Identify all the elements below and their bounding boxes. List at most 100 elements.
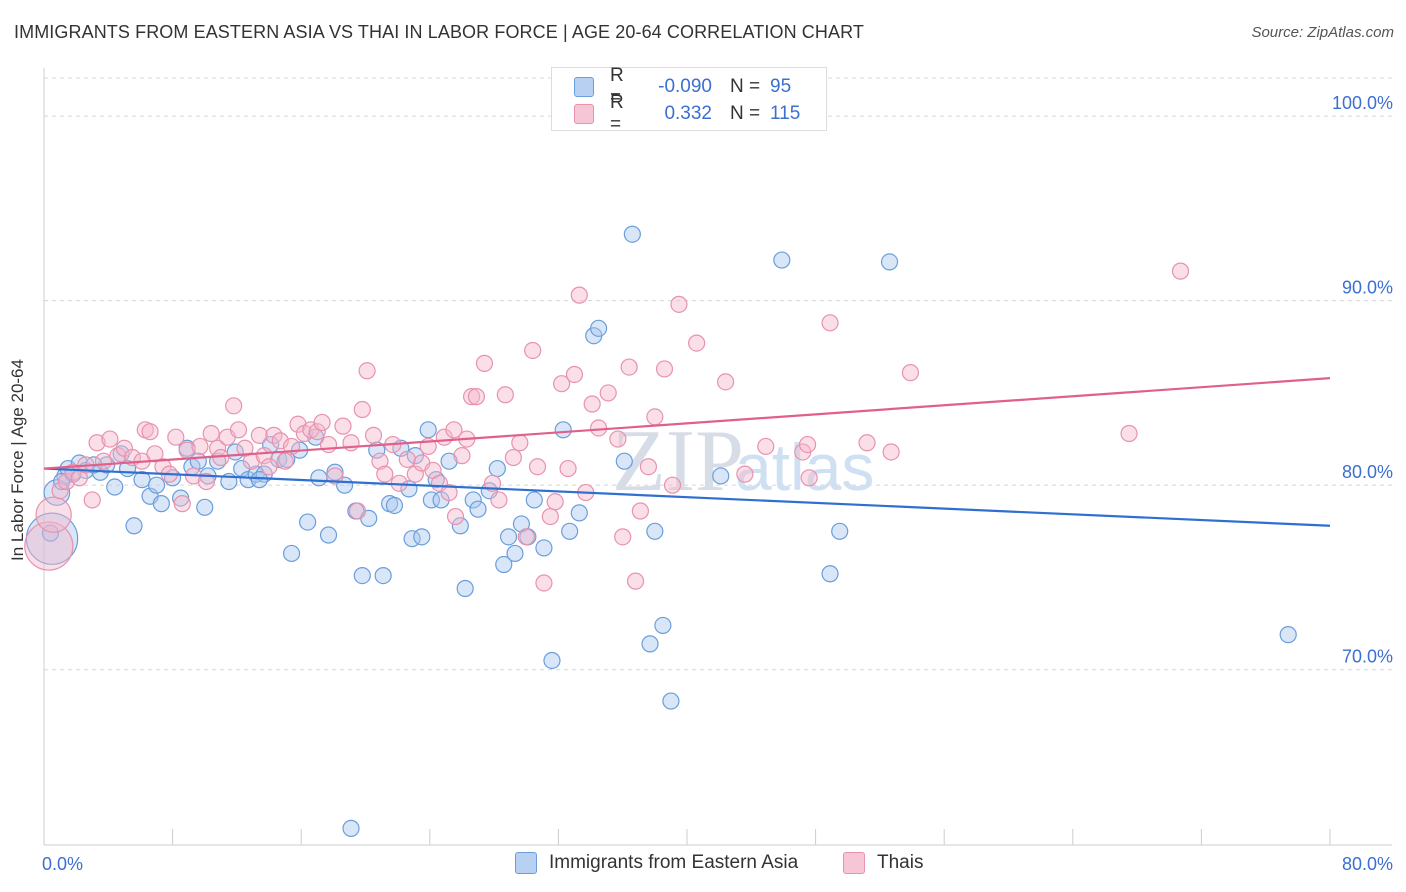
bottom-legend-eastern-asia: Immigrants from Eastern Asia <box>515 852 798 874</box>
point-thais <box>565 365 584 384</box>
point-eastern-asia <box>250 471 269 489</box>
point-thais <box>313 413 331 432</box>
legend-r-value: -0.090 <box>658 76 712 97</box>
bottom-legend: Immigrants from Eastern Asia Thais <box>0 852 1406 878</box>
point-thais <box>276 452 294 470</box>
point-thais <box>524 341 542 360</box>
point-eastern-asia <box>499 528 518 546</box>
point-eastern-asia <box>106 478 124 496</box>
point-thais <box>197 472 215 491</box>
point-thais <box>371 452 389 470</box>
legend-r-label: R = <box>610 65 624 108</box>
legend-r-label: R = <box>610 92 624 135</box>
point-thais <box>541 507 559 526</box>
point-thais <box>670 295 688 313</box>
point-thais <box>225 397 243 415</box>
y-tick-label: 80.0% <box>1342 462 1393 482</box>
point-thais <box>173 495 191 513</box>
point-thais <box>319 435 338 454</box>
point-eastern-asia <box>125 517 143 535</box>
point-thais <box>504 448 522 467</box>
point-thais <box>24 521 74 571</box>
point-thais <box>445 421 463 439</box>
point-eastern-asia <box>641 635 659 653</box>
point-eastern-asia <box>152 495 170 513</box>
point-thais <box>757 437 775 456</box>
point-eastern-asia <box>196 498 214 516</box>
point-eastern-asia <box>570 504 588 522</box>
point-eastern-asia <box>615 452 633 470</box>
point-eastern-asia <box>310 469 328 487</box>
point-thais <box>167 428 185 446</box>
point-thais <box>83 491 101 509</box>
point-eastern-asia <box>422 491 441 509</box>
trend-line-eastern-asia <box>43 467 1331 527</box>
point-eastern-asia <box>374 566 392 585</box>
point-eastern-asia <box>419 421 437 439</box>
point-thais <box>255 447 273 465</box>
axis-layer <box>43 68 1392 846</box>
legend-swatch-blue <box>574 77 594 97</box>
point-eastern-asia <box>880 253 899 271</box>
point-thais <box>250 426 269 444</box>
legend-n-label: N = <box>730 103 761 124</box>
point-eastern-asia <box>831 522 849 540</box>
point-thais <box>229 421 248 439</box>
point-thais <box>646 408 664 426</box>
point-thais <box>882 443 900 461</box>
point-eastern-asia <box>654 616 672 635</box>
point-thais <box>490 491 508 509</box>
bottom-legend-thais: Thais <box>843 852 923 874</box>
legend-r-value: 0.332 <box>664 103 712 124</box>
point-thais <box>202 424 220 443</box>
point-thais <box>546 493 564 511</box>
x-tick-label: 80.0% <box>1342 854 1393 874</box>
point-thais <box>535 574 553 592</box>
bottom-legend-swatch-pink <box>843 852 865 874</box>
point-thais <box>358 362 376 380</box>
point-thais <box>271 432 289 450</box>
point-thais <box>376 465 394 483</box>
point-eastern-asia <box>589 319 608 337</box>
point-eastern-asia <box>469 500 487 518</box>
point-eastern-asia <box>326 463 344 481</box>
point-eastern-asia <box>464 491 482 509</box>
point-thais <box>260 458 278 476</box>
legend-n-value: 115 <box>770 103 801 124</box>
point-thais <box>51 482 69 500</box>
point-thais <box>599 384 617 402</box>
point-thais <box>655 360 674 378</box>
point-eastern-asia <box>440 452 458 470</box>
legend-n-label: N = <box>730 76 761 97</box>
grid-layer <box>44 77 1394 671</box>
point-thais <box>334 417 352 435</box>
point-thais <box>141 423 159 441</box>
point-eastern-asia <box>282 544 301 563</box>
point-eastern-asia <box>646 522 664 540</box>
point-eastern-asia <box>821 565 839 583</box>
point-thais <box>446 507 465 526</box>
point-thais <box>398 450 416 468</box>
point-thais <box>1120 424 1138 443</box>
point-thais <box>639 458 658 476</box>
point-eastern-asia <box>43 479 71 506</box>
point-thais <box>1171 262 1190 280</box>
point-eastern-asia <box>506 544 524 563</box>
y-axis-label: In Labor Force | Age 20-64 <box>8 359 27 561</box>
point-eastern-asia <box>456 579 474 598</box>
point-eastern-asia <box>662 692 680 710</box>
point-eastern-asia <box>773 251 791 269</box>
point-eastern-asia <box>413 528 431 546</box>
point-thais <box>798 435 817 454</box>
point-thais <box>609 430 627 448</box>
point-thais <box>614 528 632 546</box>
point-thais <box>821 314 839 332</box>
chart-title: IMMIGRANTS FROM EASTERN ASIA VS THAI IN … <box>14 22 864 42</box>
bottom-legend-swatch-blue <box>515 852 537 874</box>
points-layer <box>24 225 1297 837</box>
point-thais <box>348 502 367 520</box>
point-thais <box>364 426 383 444</box>
point-thais <box>440 483 458 502</box>
y-tick-label: 70.0% <box>1342 647 1393 667</box>
point-eastern-asia <box>451 517 469 535</box>
